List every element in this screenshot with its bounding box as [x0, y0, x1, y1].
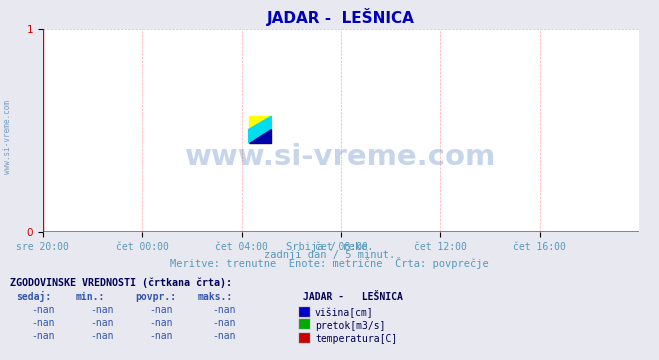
Text: temperatura[C]: temperatura[C] [315, 334, 397, 344]
Text: -nan: -nan [212, 331, 236, 341]
Text: -nan: -nan [150, 331, 173, 341]
Text: -nan: -nan [31, 318, 55, 328]
Text: -nan: -nan [212, 305, 236, 315]
Polygon shape [248, 130, 272, 143]
Text: ZGODOVINSKE VREDNOSTI (črtkana črta):: ZGODOVINSKE VREDNOSTI (črtkana črta): [10, 278, 232, 288]
Text: zadnji dan / 5 minut.: zadnji dan / 5 minut. [264, 251, 395, 261]
Text: -nan: -nan [90, 331, 114, 341]
Text: -nan: -nan [31, 305, 55, 315]
Text: sedaj:: sedaj: [16, 291, 51, 302]
Text: www.si-vreme.com: www.si-vreme.com [3, 100, 13, 174]
Polygon shape [248, 116, 272, 143]
Polygon shape [248, 116, 272, 143]
Text: Srbija / reke.: Srbija / reke. [286, 242, 373, 252]
Text: -nan: -nan [150, 318, 173, 328]
Text: -nan: -nan [150, 305, 173, 315]
Text: -nan: -nan [90, 305, 114, 315]
Text: povpr.:: povpr.: [135, 292, 176, 302]
Text: pretok[m3/s]: pretok[m3/s] [315, 321, 386, 331]
Text: Meritve: trenutne  Enote: metrične  Črta: povprečje: Meritve: trenutne Enote: metrične Črta: … [170, 257, 489, 269]
Text: -nan: -nan [90, 318, 114, 328]
Text: JADAR -   LEŠNICA: JADAR - LEŠNICA [303, 292, 403, 302]
Text: -nan: -nan [31, 331, 55, 341]
Text: maks.:: maks.: [198, 292, 233, 302]
Text: www.si-vreme.com: www.si-vreme.com [185, 143, 497, 171]
Text: min.:: min.: [76, 292, 105, 302]
Text: -nan: -nan [212, 318, 236, 328]
Title: JADAR -  LEŠNICA: JADAR - LEŠNICA [267, 8, 415, 26]
Text: višina[cm]: višina[cm] [315, 308, 374, 318]
